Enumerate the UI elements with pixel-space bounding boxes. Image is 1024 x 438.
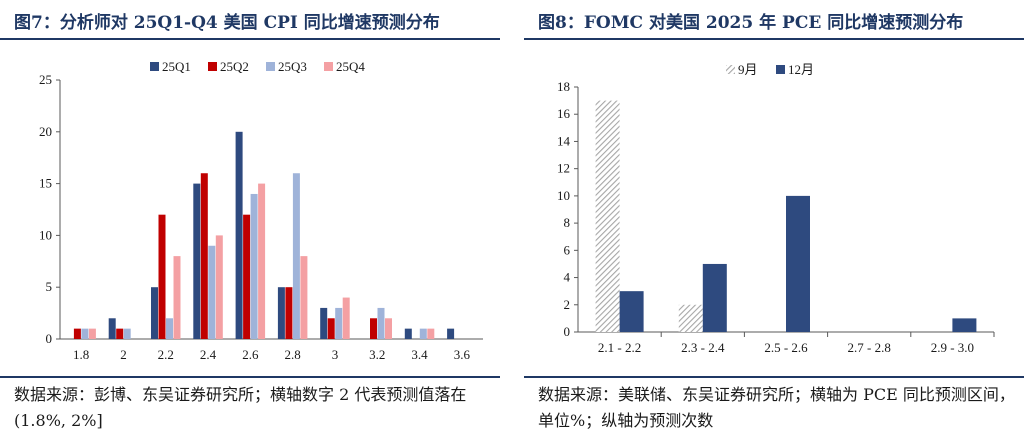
y-tick-label: 15	[39, 176, 52, 191]
bar	[786, 195, 810, 332]
y-tick-label: 10	[39, 227, 52, 242]
cpi-forecast-chart: 25Q1 25Q2 25Q3 25Q4 0 5 10 15 20 25 1.8 2 2.2 2.4 2.6 2…	[39, 59, 483, 362]
bar	[200, 173, 208, 339]
chart-title: 图7：分析师对 25Q1-Q4 美国 CPI 同比增速预测分布	[14, 13, 440, 33]
chart-title: 图8：FOMC 对美国 2025 年 PCE 同比增速预测分布	[538, 13, 964, 33]
bar	[404, 328, 412, 339]
bar	[235, 131, 243, 339]
pce-forecast-chart: 9月 12月 0 2 4 6 8 10 12 14 16 18 2.1 - 2.2 2.3 - 2.4 2.…	[557, 62, 995, 355]
legend-label: 9月	[738, 62, 758, 77]
source-note: 数据来源：美联储、东吴证券研究所；横轴为 PCE 同比预测区间，单位%；纵轴为预…	[538, 385, 1015, 430]
bar	[277, 287, 285, 339]
bar	[377, 307, 385, 339]
y-tick-label: 6	[564, 242, 571, 257]
title-rule	[0, 38, 500, 40]
source-rule	[524, 376, 1024, 378]
bar	[427, 328, 435, 339]
legend-label: 25Q3	[278, 59, 307, 74]
bar	[595, 100, 620, 332]
bar	[166, 318, 173, 339]
bar	[81, 328, 89, 339]
legend-swatch	[150, 62, 159, 71]
bar	[702, 263, 727, 332]
y-tick-label: 5	[46, 279, 53, 294]
x-tick-label: 1.8	[73, 347, 89, 362]
x-tick-label: 2.7 - 2.8	[848, 340, 891, 355]
legend-swatch	[324, 62, 333, 71]
bar	[335, 307, 343, 339]
y-tick-label: 16	[557, 106, 571, 121]
x-tick-label: 2.3 - 2.4	[681, 340, 725, 355]
legend: 9月 12月	[726, 62, 814, 77]
bar	[193, 183, 201, 339]
legend-swatch	[726, 65, 735, 74]
bar	[285, 287, 293, 339]
x-tick-label: 2.2	[158, 347, 174, 362]
bar	[370, 318, 377, 339]
legend: 25Q1 25Q2 25Q3 25Q4	[150, 59, 365, 74]
bar	[73, 328, 81, 339]
x-tick-label: 2.1 - 2.2	[598, 340, 641, 355]
bar	[116, 328, 124, 339]
bar	[250, 193, 258, 339]
x-tick-label: 2.8	[285, 347, 301, 362]
bar	[158, 214, 166, 339]
bar	[419, 328, 427, 339]
bar	[292, 173, 300, 339]
legend-swatch	[208, 62, 217, 71]
x-tick-label: 3.4	[411, 347, 428, 362]
bar	[447, 328, 455, 339]
source-rule	[0, 376, 500, 378]
bar	[678, 304, 703, 332]
y-tick-label: 0	[46, 331, 53, 346]
bar	[88, 328, 96, 339]
y-tick-label: 20	[39, 124, 52, 139]
bar	[320, 307, 328, 339]
bar	[952, 318, 977, 332]
legend-label: 12月	[788, 62, 814, 77]
x-tick-label: 2.5 - 2.6	[764, 340, 808, 355]
x-tick-label: 2.9 - 3.0	[931, 340, 974, 355]
x-tick-label: 3.6	[454, 347, 471, 362]
bar	[327, 318, 335, 339]
x-tick-label: 3.2	[369, 347, 385, 362]
y-tick-label: 4	[564, 270, 571, 285]
legend-swatch	[776, 65, 785, 74]
title-rule	[524, 38, 1024, 40]
y-tick-label: 8	[564, 215, 571, 230]
bar	[243, 214, 251, 339]
y-tick-label: 18	[557, 79, 570, 94]
x-tick-label: 2.6	[242, 347, 259, 362]
legend-label: 25Q2	[220, 59, 249, 74]
bar	[619, 291, 644, 332]
bar	[108, 318, 116, 339]
x-tick-label: 3	[332, 347, 339, 362]
pce-forecast-panel: 图8：FOMC 对美国 2025 年 PCE 同比增速预测分布 9月 12月 0 2 4…	[524, 0, 1024, 438]
legend-swatch	[266, 62, 275, 71]
y-tick-label: 14	[557, 133, 571, 148]
x-tick-label: 2.4	[200, 347, 217, 362]
y-tick-label: 12	[557, 161, 570, 176]
bar	[215, 235, 223, 339]
bar	[173, 256, 181, 339]
y-tick-label: 0	[564, 324, 571, 339]
legend-label: 25Q1	[162, 59, 191, 74]
bar	[123, 328, 131, 339]
source-note: 数据来源：彭博、东吴证券研究所；横轴数字 2 代表预测值落在(1.8%, 2%]	[14, 385, 467, 430]
bar	[342, 297, 350, 339]
bar	[208, 245, 216, 339]
legend-label: 25Q4	[336, 59, 365, 74]
bar	[385, 318, 392, 339]
y-tick-label: 10	[557, 188, 570, 203]
cpi-forecast-panel: 图7：分析师对 25Q1-Q4 美国 CPI 同比增速预测分布 25Q1 25Q2…	[0, 0, 500, 438]
bar	[151, 287, 158, 339]
bar	[258, 183, 266, 339]
y-tick-label: 25	[39, 72, 52, 87]
bar	[300, 256, 308, 339]
y-tick-label: 2	[564, 297, 571, 312]
x-tick-label: 2	[120, 347, 127, 362]
